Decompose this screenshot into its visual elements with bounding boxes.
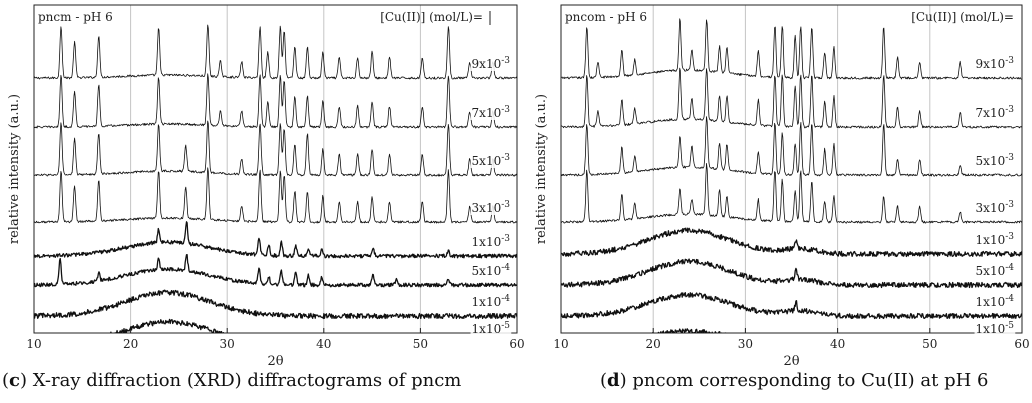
- series-label: 1x10-3: [976, 232, 1015, 247]
- series-label-bg: [974, 321, 1016, 336]
- series-trace-1e10-3: [34, 221, 517, 259]
- series-label: 1x10-3: [472, 234, 511, 249]
- series-label-bg: [470, 234, 512, 249]
- series-label-bg: [470, 56, 512, 71]
- x-tick-label: 60: [1014, 337, 1029, 351]
- series-label-bg: [470, 153, 512, 168]
- trace-group: [561, 18, 1022, 333]
- series-trace-3e10-3: [561, 163, 1022, 224]
- series-trace-9e10-3: [561, 18, 1022, 80]
- series-trace-1e10-5: [649, 328, 729, 333]
- series-label-bg: [974, 232, 1016, 247]
- series-trace-7e10-3: [34, 73, 517, 129]
- series-trace-1e10-3: [561, 227, 1022, 258]
- series-label: 5x10-3: [976, 153, 1015, 168]
- chart-title: pncom - pH 6: [565, 10, 647, 24]
- x-tick-label: 50: [922, 337, 937, 351]
- series-label: 3x10-3: [976, 200, 1015, 215]
- trace-group: [34, 24, 517, 333]
- series-label: 1x10-5: [976, 321, 1015, 336]
- series-trace-5e10-3: [561, 116, 1022, 177]
- x-tick-label: 10: [553, 337, 568, 351]
- series-label: 5x10-3: [472, 153, 511, 168]
- plot-frame: [33, 4, 518, 334]
- x-tick-label: 60: [509, 337, 524, 351]
- caption-c-text: X-ray diffraction (XRD) diffractograms o…: [27, 370, 462, 391]
- concentration-header: [Cu(II)] (mol/L)=: [380, 10, 483, 24]
- series-trace-1e10-5: [110, 318, 228, 333]
- series-label-bg: [974, 56, 1016, 71]
- series-label-bg: [470, 200, 512, 215]
- x-tick-label: 40: [830, 337, 845, 351]
- series-label: 7x10-3: [472, 105, 511, 120]
- series-label: 7x10-3: [976, 105, 1015, 120]
- caption-d-letter: d: [607, 370, 620, 391]
- caption-d-text: pncom corresponding to Cu(II) at pH 6: [626, 370, 989, 391]
- series-trace-7e10-3: [561, 67, 1022, 129]
- x-axis-label: 2θ: [783, 354, 799, 369]
- series-label-bg: [974, 294, 1016, 309]
- series-label: 3x10-3: [472, 200, 511, 215]
- series-trace-1e10-4: [34, 289, 517, 320]
- chart-title: pncm - pH 6: [38, 10, 113, 24]
- series-label-bg: [470, 294, 512, 309]
- series-label: 1x10-4: [472, 294, 511, 309]
- series-label-bg: [974, 263, 1016, 278]
- y-axis-label: relative intensity (a.u.): [7, 94, 22, 244]
- series-label: 9x10-3: [976, 56, 1015, 71]
- x-axis-label: 2θ: [267, 354, 283, 369]
- x-tick-label: 40: [316, 337, 331, 351]
- caption-panel-d: (d) pncom corresponding to Cu(II) at pH …: [600, 370, 989, 391]
- x-tick-label: 50: [413, 337, 428, 351]
- series-label-bg: [470, 105, 512, 120]
- series-trace-5e10-3: [34, 120, 517, 177]
- x-tick-label: 20: [123, 337, 138, 351]
- x-tick-label: 10: [26, 337, 41, 351]
- plot-frame: [560, 4, 1023, 334]
- series-label-bg: [974, 200, 1016, 215]
- caption-panel-c: (c) X-ray diffraction (XRD) diffractogra…: [2, 370, 462, 391]
- series-trace-5e10-4: [561, 258, 1022, 289]
- panel-d-pncom-chart: 10 20 30 40 50 60 2θ relative intensity (a.u.) p…: [534, 4, 1030, 369]
- series-trace-9e10-3: [34, 24, 517, 80]
- x-tick-label: 30: [738, 337, 753, 351]
- series-label-bg: [974, 153, 1016, 168]
- panel-c-pncm-chart: 10 20 30 40 50 60 2θ relative intensity (a.u.) p…: [7, 4, 525, 369]
- caption-c-letter: c: [9, 370, 20, 391]
- series-label: 1x10-5: [472, 321, 511, 336]
- series-label: 9x10-3: [472, 56, 511, 71]
- series-label: 5x10-4: [976, 263, 1015, 278]
- concentration-header: [Cu(II)] (mol/L)=: [911, 10, 1014, 24]
- y-axis-label: relative intensity (a.u.): [534, 94, 549, 244]
- x-tick-label: 30: [220, 337, 235, 351]
- series-label-bg: [470, 321, 512, 336]
- series-trace-5e10-4: [34, 254, 517, 288]
- series-label-bg: [470, 263, 512, 278]
- series-label-bg: [974, 105, 1016, 120]
- series-trace-1e10-4: [561, 292, 1022, 320]
- x-tick-label: 20: [646, 337, 661, 351]
- series-label: 5x10-4: [472, 263, 511, 278]
- series-label: 1x10-4: [976, 294, 1015, 309]
- series-trace-3e10-3: [34, 167, 517, 224]
